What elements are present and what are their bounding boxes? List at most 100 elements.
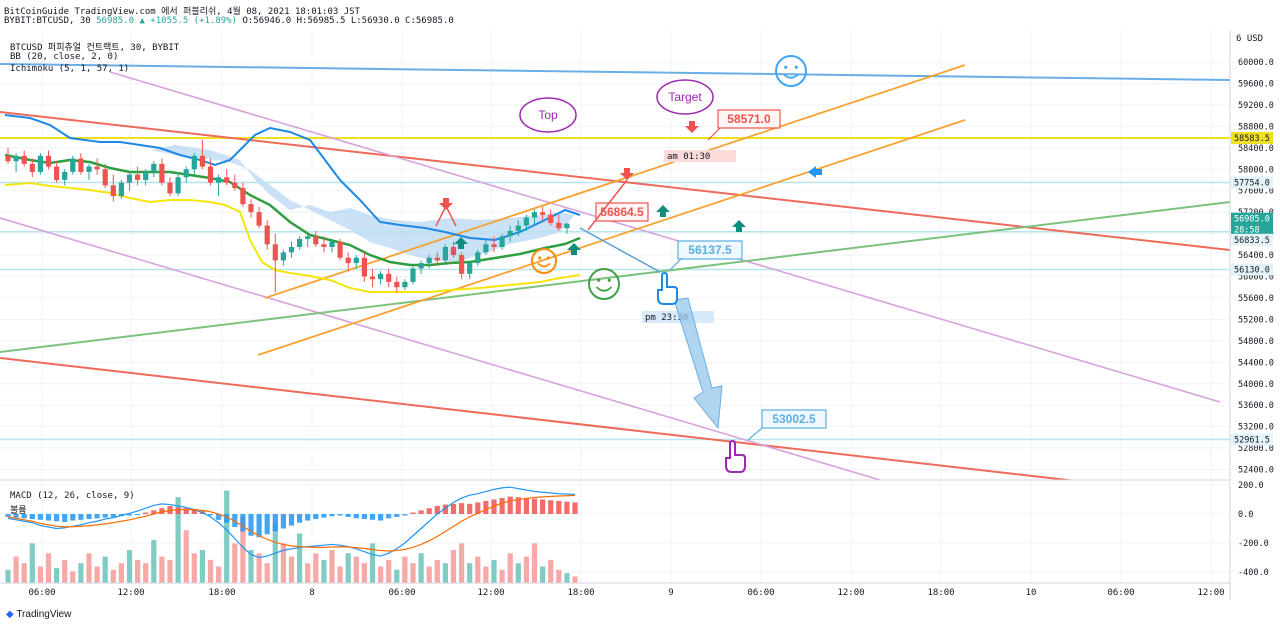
volume-bar <box>143 563 149 583</box>
macd-histogram-bar <box>135 514 141 515</box>
bollinger-upper-line <box>4 114 581 242</box>
macd-histogram-bar <box>288 514 295 526</box>
ichimoku-cloud <box>150 145 575 262</box>
macd-histogram-bar <box>507 496 513 514</box>
down-arrow-icon <box>620 168 634 180</box>
candle-body <box>499 236 505 248</box>
smiley-orange-icon-mouth <box>537 262 551 268</box>
macd-line <box>7 486 576 559</box>
trend-line-purple-lower <box>0 217 881 480</box>
macd-y-tick-label: 200.0 <box>1238 481 1264 491</box>
volume-bar <box>329 550 335 583</box>
hand-pointer-icon <box>725 439 746 473</box>
candle-body <box>353 257 359 264</box>
legend-bb[interactable]: BB (20, close, 2, 0) <box>10 52 119 62</box>
pointer-line <box>669 257 683 271</box>
annotations[interactable]: Top Target 58571.0 56864.5 56137.5 53002.5 am … <box>435 55 827 473</box>
volume-bar <box>426 566 432 583</box>
macd-histogram-bar <box>386 514 392 519</box>
macd-histogram-bar <box>216 514 222 520</box>
candle-body <box>426 257 432 264</box>
macd-histogram-bar <box>248 514 254 536</box>
candle-body <box>175 177 181 194</box>
candle-body <box>556 222 562 229</box>
volume-bar <box>13 556 19 583</box>
signal-line <box>7 494 576 552</box>
volume-bar <box>207 559 214 583</box>
price-tag-box <box>1231 131 1273 144</box>
price-tag-box <box>1231 223 1273 236</box>
candle-body <box>288 247 295 253</box>
legend-volume[interactable]: 볼륨 <box>10 506 27 516</box>
target-label-bubble <box>656 79 714 115</box>
volume-bar <box>45 553 52 583</box>
candle-body <box>329 241 335 248</box>
volume-bar <box>191 553 197 583</box>
legend-ichimoku[interactable]: Ichimoku (5, 1, 57, 1) <box>10 64 130 74</box>
volume-bar <box>135 559 141 583</box>
time-label-pm-text: pm 23:30 <box>645 313 688 323</box>
volume-bar <box>102 556 108 583</box>
drawings[interactable] <box>0 63 1230 482</box>
candle-body <box>386 273 392 282</box>
macd-histogram-bar <box>402 514 408 516</box>
last-change: 56985.0 ▲ +1055.5 (+1.89%) <box>96 16 238 26</box>
x-tick-label: 12:00 <box>477 588 504 598</box>
volume-bar <box>386 559 392 583</box>
macd-y-tick-label: 0.0 <box>1238 510 1253 520</box>
macd-histogram-bar <box>499 498 505 514</box>
macd-histogram-bar <box>297 514 303 523</box>
target-label-text: Target <box>668 90 702 104</box>
macd-histogram-bar <box>369 514 376 520</box>
x-tick-label: 12:00 <box>1197 588 1224 598</box>
volume-bar <box>126 550 133 583</box>
tradingview-logo[interactable]: ◆ TradingView <box>6 609 72 620</box>
volume-bar <box>151 540 157 583</box>
macd-histogram-bar <box>337 514 343 516</box>
price-label-58571-box <box>717 109 781 129</box>
legend-macd[interactable]: MACD (12, 26, close, 9) <box>10 491 135 501</box>
macd-histogram-bar <box>442 504 448 514</box>
macd-histogram-bar <box>45 514 52 521</box>
candle-body <box>167 182 173 194</box>
volume-bar <box>37 566 43 583</box>
candle-body <box>191 155 197 170</box>
ohlc-bar: BYBIT:BTCUSD, 30 56985.0 ▲ +1055.5 (+1.8… <box>4 16 454 26</box>
symbol: BYBIT:BTCUSD, 30 <box>4 16 91 26</box>
price-tag-text: 28:58 <box>1234 226 1260 236</box>
candle-body <box>29 163 35 172</box>
volume-bar <box>507 553 513 583</box>
macd-histogram-bar <box>540 499 546 514</box>
volume-bar <box>499 569 505 583</box>
macd-histogram-bar <box>531 498 538 514</box>
volume-bar <box>353 556 359 583</box>
volume-bar <box>110 569 116 583</box>
candle-body <box>394 281 400 288</box>
projection-line <box>579 227 661 273</box>
candle-body <box>118 182 124 197</box>
currency-unit[interactable]: 6 USD <box>1236 34 1264 44</box>
x-tick-label: 06:00 <box>747 588 774 598</box>
price-tag-text: 57754.0 <box>1234 178 1270 188</box>
macd-histogram-bar <box>523 498 529 514</box>
trend-line-red-lower <box>0 357 1077 480</box>
macd-histogram-bar <box>29 514 35 520</box>
price-tag-box <box>1231 233 1273 246</box>
left-arrow-icon <box>808 166 822 178</box>
price-tag-text: 58583.5 <box>1234 134 1270 144</box>
volume-bar <box>5 569 11 583</box>
price-tag-box <box>1231 263 1273 276</box>
price-label-56137-text: 56137.5 <box>688 243 732 257</box>
macd-histogram-bar <box>361 514 367 520</box>
candle-body <box>5 155 11 162</box>
macd-histogram-bar <box>313 514 319 520</box>
candle-body <box>313 236 319 245</box>
macd-histogram-bar <box>426 508 432 514</box>
x-tick-label: 12:00 <box>117 588 144 598</box>
projection-arrow-icon <box>673 297 723 430</box>
macd-histogram-bar <box>232 514 238 528</box>
legend-instrument[interactable]: BTCUSD 퍼피츄얼 컨트랙트, 30, BYBIT <box>10 43 180 53</box>
candle-body <box>78 158 84 172</box>
candle-body <box>264 225 270 245</box>
